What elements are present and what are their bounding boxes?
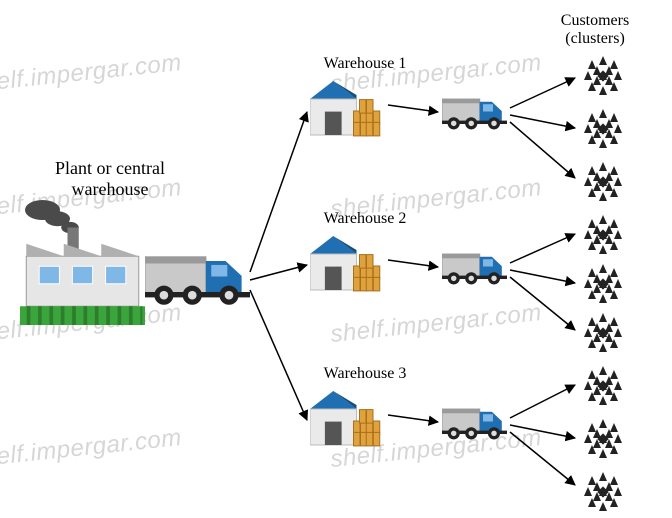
warehouse-1-icon	[310, 78, 385, 143]
warehouse-2-icon	[310, 233, 385, 298]
customer-cluster-icon	[580, 108, 626, 155]
customer-cluster-icon	[580, 418, 626, 465]
plant-label: Plant or central warehouse	[25, 158, 195, 199]
diagram-canvas: shelf.impergar.comshelf.impergar.comshel…	[0, 0, 672, 511]
truck-small-1-icon	[442, 96, 507, 139]
customer-cluster-icon	[580, 161, 626, 208]
customer-cluster-icon	[580, 214, 626, 261]
warehouse-3-label: Warehouse 3	[305, 365, 425, 383]
truck-small-3-icon	[442, 406, 507, 449]
factory-icon	[20, 200, 145, 330]
warehouse-1-label: Warehouse 1	[305, 55, 425, 73]
customer-cluster-icon	[580, 365, 626, 412]
truck-small-2-icon	[442, 251, 507, 294]
customer-cluster-icon	[580, 55, 626, 102]
warehouse-2-label: Warehouse 2	[305, 210, 425, 228]
customer-cluster-icon	[580, 312, 626, 359]
customer-cluster-icon	[580, 263, 626, 310]
truck-large-icon	[145, 252, 250, 317]
customers-label: Customers (clusters)	[535, 12, 655, 49]
warehouse-3-icon	[310, 388, 385, 453]
